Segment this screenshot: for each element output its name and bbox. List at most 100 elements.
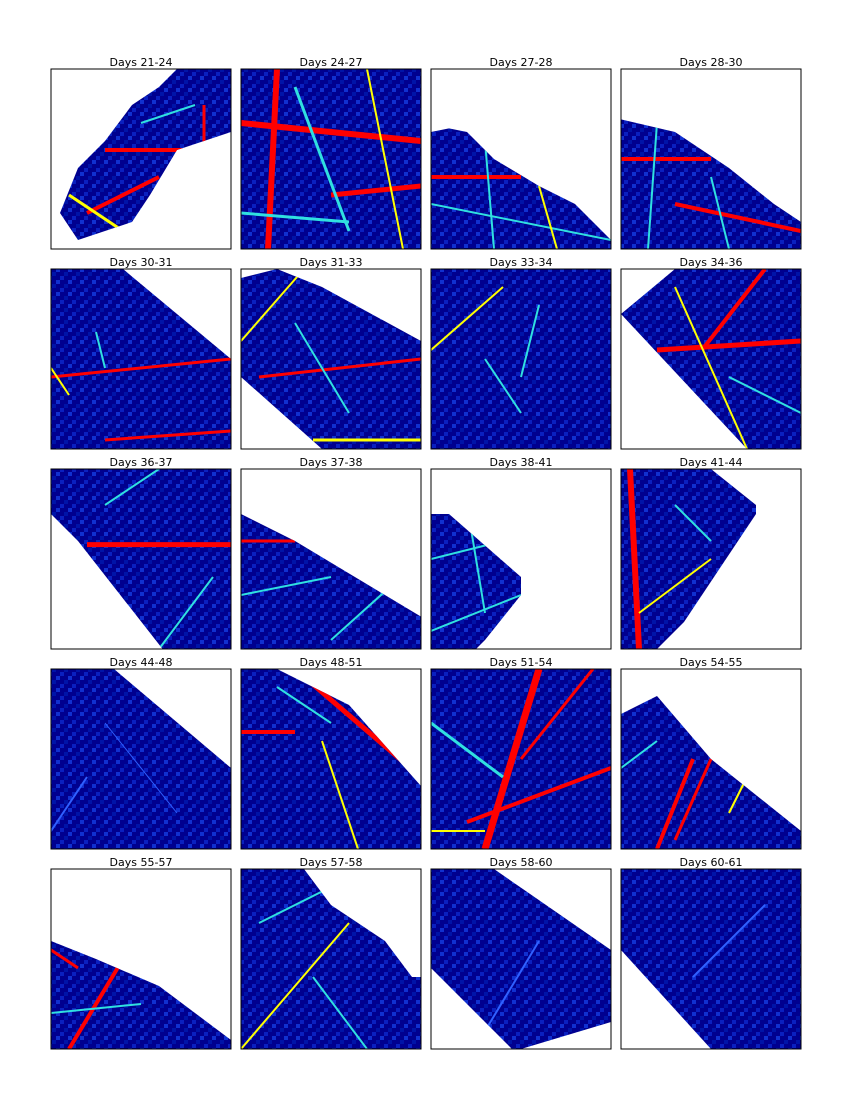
panel-frame — [240, 868, 422, 1050]
streak — [241, 120, 421, 144]
panel-image — [431, 269, 611, 449]
panel-title: Days 24-27 — [300, 56, 363, 69]
panel-title: Days 33-34 — [490, 256, 553, 269]
streak — [104, 722, 178, 814]
panel-image — [241, 669, 421, 849]
streak — [51, 357, 231, 379]
coverage — [51, 269, 231, 449]
coverage — [241, 669, 421, 849]
panel-frame — [430, 68, 612, 250]
panel-image — [241, 869, 421, 1049]
panel-frame — [620, 468, 802, 650]
panel: Days 57-58 — [240, 856, 422, 1050]
streak — [481, 669, 543, 849]
panel-image — [60, 69, 231, 240]
panel: Days 41-44 — [620, 456, 802, 650]
panel-frame — [50, 68, 232, 250]
streak — [484, 140, 495, 249]
panel-title: Days 41-44 — [680, 456, 743, 469]
panel-frame — [240, 268, 422, 450]
streak — [692, 904, 766, 978]
panel-frame — [50, 268, 232, 450]
panel: Days 30-31 — [50, 256, 232, 450]
panel-image — [51, 469, 231, 649]
streak — [366, 69, 404, 249]
panel-frame — [240, 68, 422, 250]
streak — [627, 469, 642, 649]
streak — [519, 669, 595, 760]
panel-image — [431, 514, 521, 649]
panel: Days 31-33 — [240, 256, 422, 450]
panel-image — [241, 69, 421, 249]
streak — [621, 740, 658, 769]
coverage — [621, 269, 801, 449]
panel-frame — [620, 868, 802, 1050]
streak — [312, 976, 368, 1049]
panel-frame — [620, 668, 802, 850]
streak — [158, 576, 214, 649]
panel: Days 54-55 — [620, 656, 802, 850]
panel: Days 44-48 — [50, 656, 232, 850]
streak — [51, 948, 79, 970]
panel-frame — [240, 468, 422, 650]
panel-title: Days 54-55 — [680, 656, 743, 669]
streak — [674, 504, 712, 542]
streak — [51, 776, 88, 832]
panel: Days 34-36 — [620, 256, 802, 450]
panel-title: Days 34-36 — [680, 256, 743, 269]
coverage — [51, 469, 231, 649]
panel-image — [621, 869, 801, 1049]
panel-frame — [240, 668, 422, 850]
panel: Days 55-57 — [50, 856, 232, 1050]
panel-frame — [430, 468, 612, 650]
streak — [431, 286, 504, 351]
panel: Days 24-27 — [240, 56, 422, 250]
panel-title: Days 21-24 — [110, 56, 173, 69]
panel-image — [241, 269, 421, 449]
streak — [265, 69, 280, 249]
streak — [520, 304, 540, 378]
streak — [51, 367, 70, 396]
panel-title: Days 31-33 — [300, 256, 363, 269]
panel-title: Days 37-38 — [300, 456, 363, 469]
streak — [728, 376, 801, 414]
panel-frame — [430, 668, 612, 850]
streak — [700, 269, 767, 352]
panel-frame — [620, 268, 802, 450]
streak — [95, 331, 106, 369]
panel: Days 28-30 — [620, 56, 802, 250]
panel-image — [431, 869, 611, 1049]
streak — [466, 766, 611, 824]
streak — [484, 940, 540, 1032]
panel-frame — [430, 268, 612, 450]
panel: Days 33-34 — [430, 256, 612, 450]
streak — [656, 338, 801, 353]
streak — [431, 721, 504, 779]
panel-image — [621, 469, 756, 649]
panel-frame — [50, 468, 232, 650]
panel-frame — [50, 868, 232, 1050]
streak — [673, 758, 713, 841]
coverage — [241, 869, 421, 1049]
panel-frame — [430, 868, 612, 1050]
panel: Days 37-38 — [240, 456, 422, 650]
coverage — [241, 269, 421, 449]
panel-title: Days 28-30 — [680, 56, 743, 69]
panel-image — [51, 941, 231, 1049]
panel-title: Days 55-57 — [110, 856, 173, 869]
panel-image — [621, 119, 801, 250]
panel: Days 48-51 — [240, 656, 422, 850]
panel: Days 38-41 — [430, 456, 612, 650]
panel-image — [241, 514, 421, 649]
panel-title: Days 58-60 — [490, 856, 553, 869]
streak — [258, 886, 332, 924]
panel-title: Days 44-48 — [110, 656, 173, 669]
panel-image — [431, 128, 611, 249]
panel-frame — [620, 68, 802, 250]
panel-image — [431, 669, 611, 849]
streak — [67, 957, 125, 1049]
streak — [241, 269, 305, 342]
streak — [647, 122, 658, 250]
streak — [431, 203, 611, 241]
